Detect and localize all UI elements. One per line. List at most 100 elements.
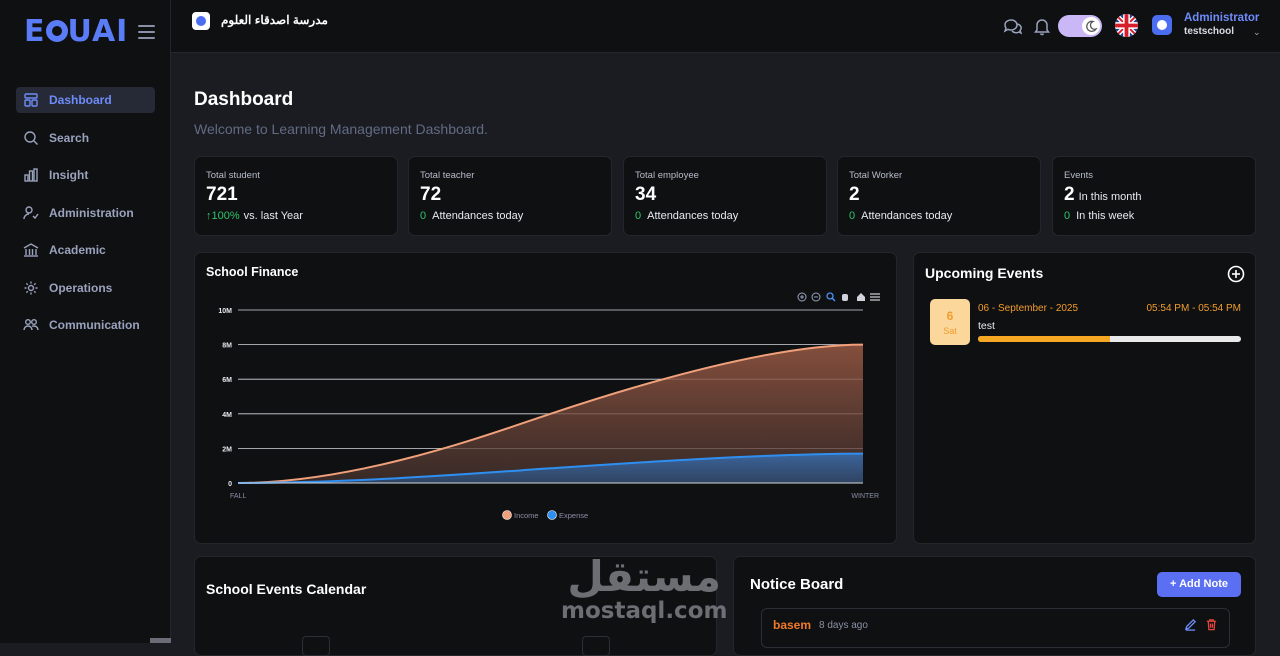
sidebar-item-academic[interactable]: Academic bbox=[16, 237, 155, 263]
stat-note-text: Attendances today bbox=[647, 210, 739, 222]
series-line-expense[interactable] bbox=[237, 452, 864, 484]
event-date: 06 - September - 2025 bbox=[978, 303, 1079, 314]
chart-areas bbox=[237, 343, 864, 484]
stat-note-text: In this week bbox=[1076, 210, 1135, 222]
chat-icon[interactable] bbox=[1002, 16, 1022, 36]
stat-note: 0 Attendances today bbox=[635, 210, 738, 222]
calendar-next-button[interactable] bbox=[582, 636, 610, 656]
calendar-title: School Events Calendar bbox=[206, 581, 367, 597]
magnify-icon[interactable] bbox=[826, 292, 836, 302]
event-time: 05:54 PM - 05:54 PM bbox=[1146, 303, 1242, 314]
upcoming-events-title: Upcoming Events bbox=[925, 265, 1044, 281]
add-event-icon[interactable] bbox=[1227, 265, 1245, 283]
stat-note: 0 In this week bbox=[1064, 210, 1134, 222]
scrollbar-thumb[interactable] bbox=[150, 638, 171, 643]
stat-count: 0 bbox=[420, 210, 427, 222]
finance-chart[interactable]: 0 2M 4M 6M 8M 10M FALL WINTER Income Expense bbox=[195, 253, 898, 545]
event-date-badge: 6 Sat bbox=[930, 299, 970, 345]
chevron-down-icon[interactable]: ⌄ bbox=[1253, 27, 1261, 37]
app-logo[interactable]: E UAI bbox=[24, 14, 129, 49]
stat-label: Events bbox=[1064, 170, 1094, 181]
add-note-button[interactable]: + Add Note bbox=[1157, 572, 1241, 597]
stat-note-text: vs. last Year bbox=[243, 210, 303, 222]
zoom-in-icon[interactable] bbox=[797, 292, 807, 302]
stat-count: 0 bbox=[635, 210, 642, 222]
sidebar-item-operations[interactable]: Operations bbox=[16, 275, 155, 301]
legend-label[interactable]: Income bbox=[514, 511, 539, 520]
moon-icon bbox=[1082, 17, 1100, 35]
legend-marker[interactable] bbox=[547, 510, 557, 520]
stat-label: Total teacher bbox=[420, 170, 475, 181]
y-tick-label: 6M bbox=[222, 377, 232, 384]
stat-note-text: Attendances today bbox=[861, 210, 953, 222]
watermark-latin: mostaql.com bbox=[561, 598, 728, 624]
notice-board-card: Notice Board + Add Note basem 8 days ago bbox=[733, 556, 1256, 656]
watermark: مستقل mostaql.com bbox=[561, 555, 728, 624]
school-logo bbox=[192, 12, 210, 30]
sidebar-item-label: Dashboard bbox=[49, 93, 112, 107]
series-line-income[interactable] bbox=[237, 343, 864, 484]
x-tick-label: WINTER bbox=[851, 493, 879, 500]
chart-x-axis: FALL WINTER bbox=[230, 493, 879, 500]
dashboard-icon bbox=[24, 93, 38, 107]
home-icon[interactable] bbox=[857, 293, 865, 301]
stat-label: Total employee bbox=[635, 170, 699, 181]
y-tick-label: 10M bbox=[218, 308, 232, 315]
sidebar-item-label: Communication bbox=[49, 318, 140, 332]
x-tick-label: FALL bbox=[230, 493, 246, 500]
uk-flag-icon[interactable] bbox=[1115, 14, 1138, 37]
stat-card-employees: Total employee 34 0 Attendances today bbox=[623, 156, 827, 236]
finance-card: School Finance 0 2M 4M 6M 8M 10M FALL WINTER I… bbox=[194, 252, 897, 544]
sidebar-item-dashboard[interactable]: Dashboard bbox=[16, 87, 155, 113]
y-tick-label: 0 bbox=[228, 481, 232, 488]
calendar-prev-button[interactable] bbox=[302, 636, 330, 656]
pan-hand-icon[interactable] bbox=[842, 294, 848, 301]
page-subtitle: Welcome to Learning Management Dashboard… bbox=[194, 121, 488, 137]
sidebar-item-administration[interactable]: Administration bbox=[16, 200, 155, 226]
building-icon bbox=[23, 243, 39, 257]
y-tick-label: 2M bbox=[222, 446, 232, 453]
users-icon bbox=[23, 319, 39, 331]
bell-icon[interactable] bbox=[1032, 16, 1052, 36]
stat-trend: ↑100% bbox=[206, 210, 240, 222]
event-day: 6 bbox=[946, 309, 954, 323]
stat-card-workers: Total Worker 2 0 Attendances today bbox=[837, 156, 1041, 236]
bar-chart-icon bbox=[24, 168, 38, 182]
sidebar-item-label: Administration bbox=[49, 205, 134, 220]
sidebar-item-label: Search bbox=[49, 130, 90, 145]
sidebar-item-label: Academic bbox=[49, 243, 106, 257]
menu-icon[interactable] bbox=[870, 293, 880, 301]
legend-marker[interactable] bbox=[502, 510, 512, 520]
zoom-out-icon[interactable] bbox=[811, 292, 821, 302]
sidebar-item-label: Insight bbox=[49, 168, 89, 182]
edit-icon[interactable] bbox=[1184, 618, 1197, 631]
stat-count: 0 bbox=[849, 210, 856, 222]
sidebar-item-search[interactable]: Search bbox=[16, 125, 155, 151]
stat-card-students: Total student 721 ↑100% vs. last Year bbox=[194, 156, 398, 236]
theme-toggle[interactable] bbox=[1058, 15, 1102, 37]
page-title: Dashboard bbox=[194, 89, 294, 110]
event-weekday: Sat bbox=[943, 326, 957, 336]
stat-value: 721 bbox=[206, 184, 238, 205]
notice-item[interactable]: basem 8 days ago bbox=[761, 608, 1230, 648]
sidebar-item-insight[interactable]: Insight bbox=[16, 162, 155, 188]
avatar[interactable] bbox=[1152, 15, 1172, 35]
stat-note-text: Attendances today bbox=[432, 210, 524, 222]
user-name[interactable]: testschool bbox=[1184, 26, 1235, 37]
legend-label[interactable]: Expense bbox=[559, 511, 588, 520]
trash-icon[interactable] bbox=[1205, 618, 1218, 631]
stat-card-events: Events 2 In this month 0 In this week bbox=[1052, 156, 1256, 236]
stat-note: ↑100% vs. last Year bbox=[206, 210, 303, 222]
event-progress-fill bbox=[978, 336, 1110, 342]
stat-card-teachers: Total teacher 72 0 Attendances today bbox=[408, 156, 612, 236]
user-role[interactable]: Administrator bbox=[1184, 12, 1260, 24]
event-item[interactable]: 6 Sat 06 - September - 2025 05:54 PM - 0… bbox=[930, 299, 1241, 347]
menu-toggle-icon[interactable] bbox=[138, 25, 155, 39]
stat-value: 72 bbox=[420, 184, 442, 205]
stat-value: 2 In this month bbox=[1064, 184, 1142, 206]
sidebar-item-communication[interactable]: Communication bbox=[16, 312, 155, 338]
search-icon bbox=[24, 130, 38, 145]
y-tick-label: 4M bbox=[222, 412, 232, 419]
stat-label: Total student bbox=[206, 170, 260, 181]
stat-note: 0 Attendances today bbox=[849, 210, 952, 222]
